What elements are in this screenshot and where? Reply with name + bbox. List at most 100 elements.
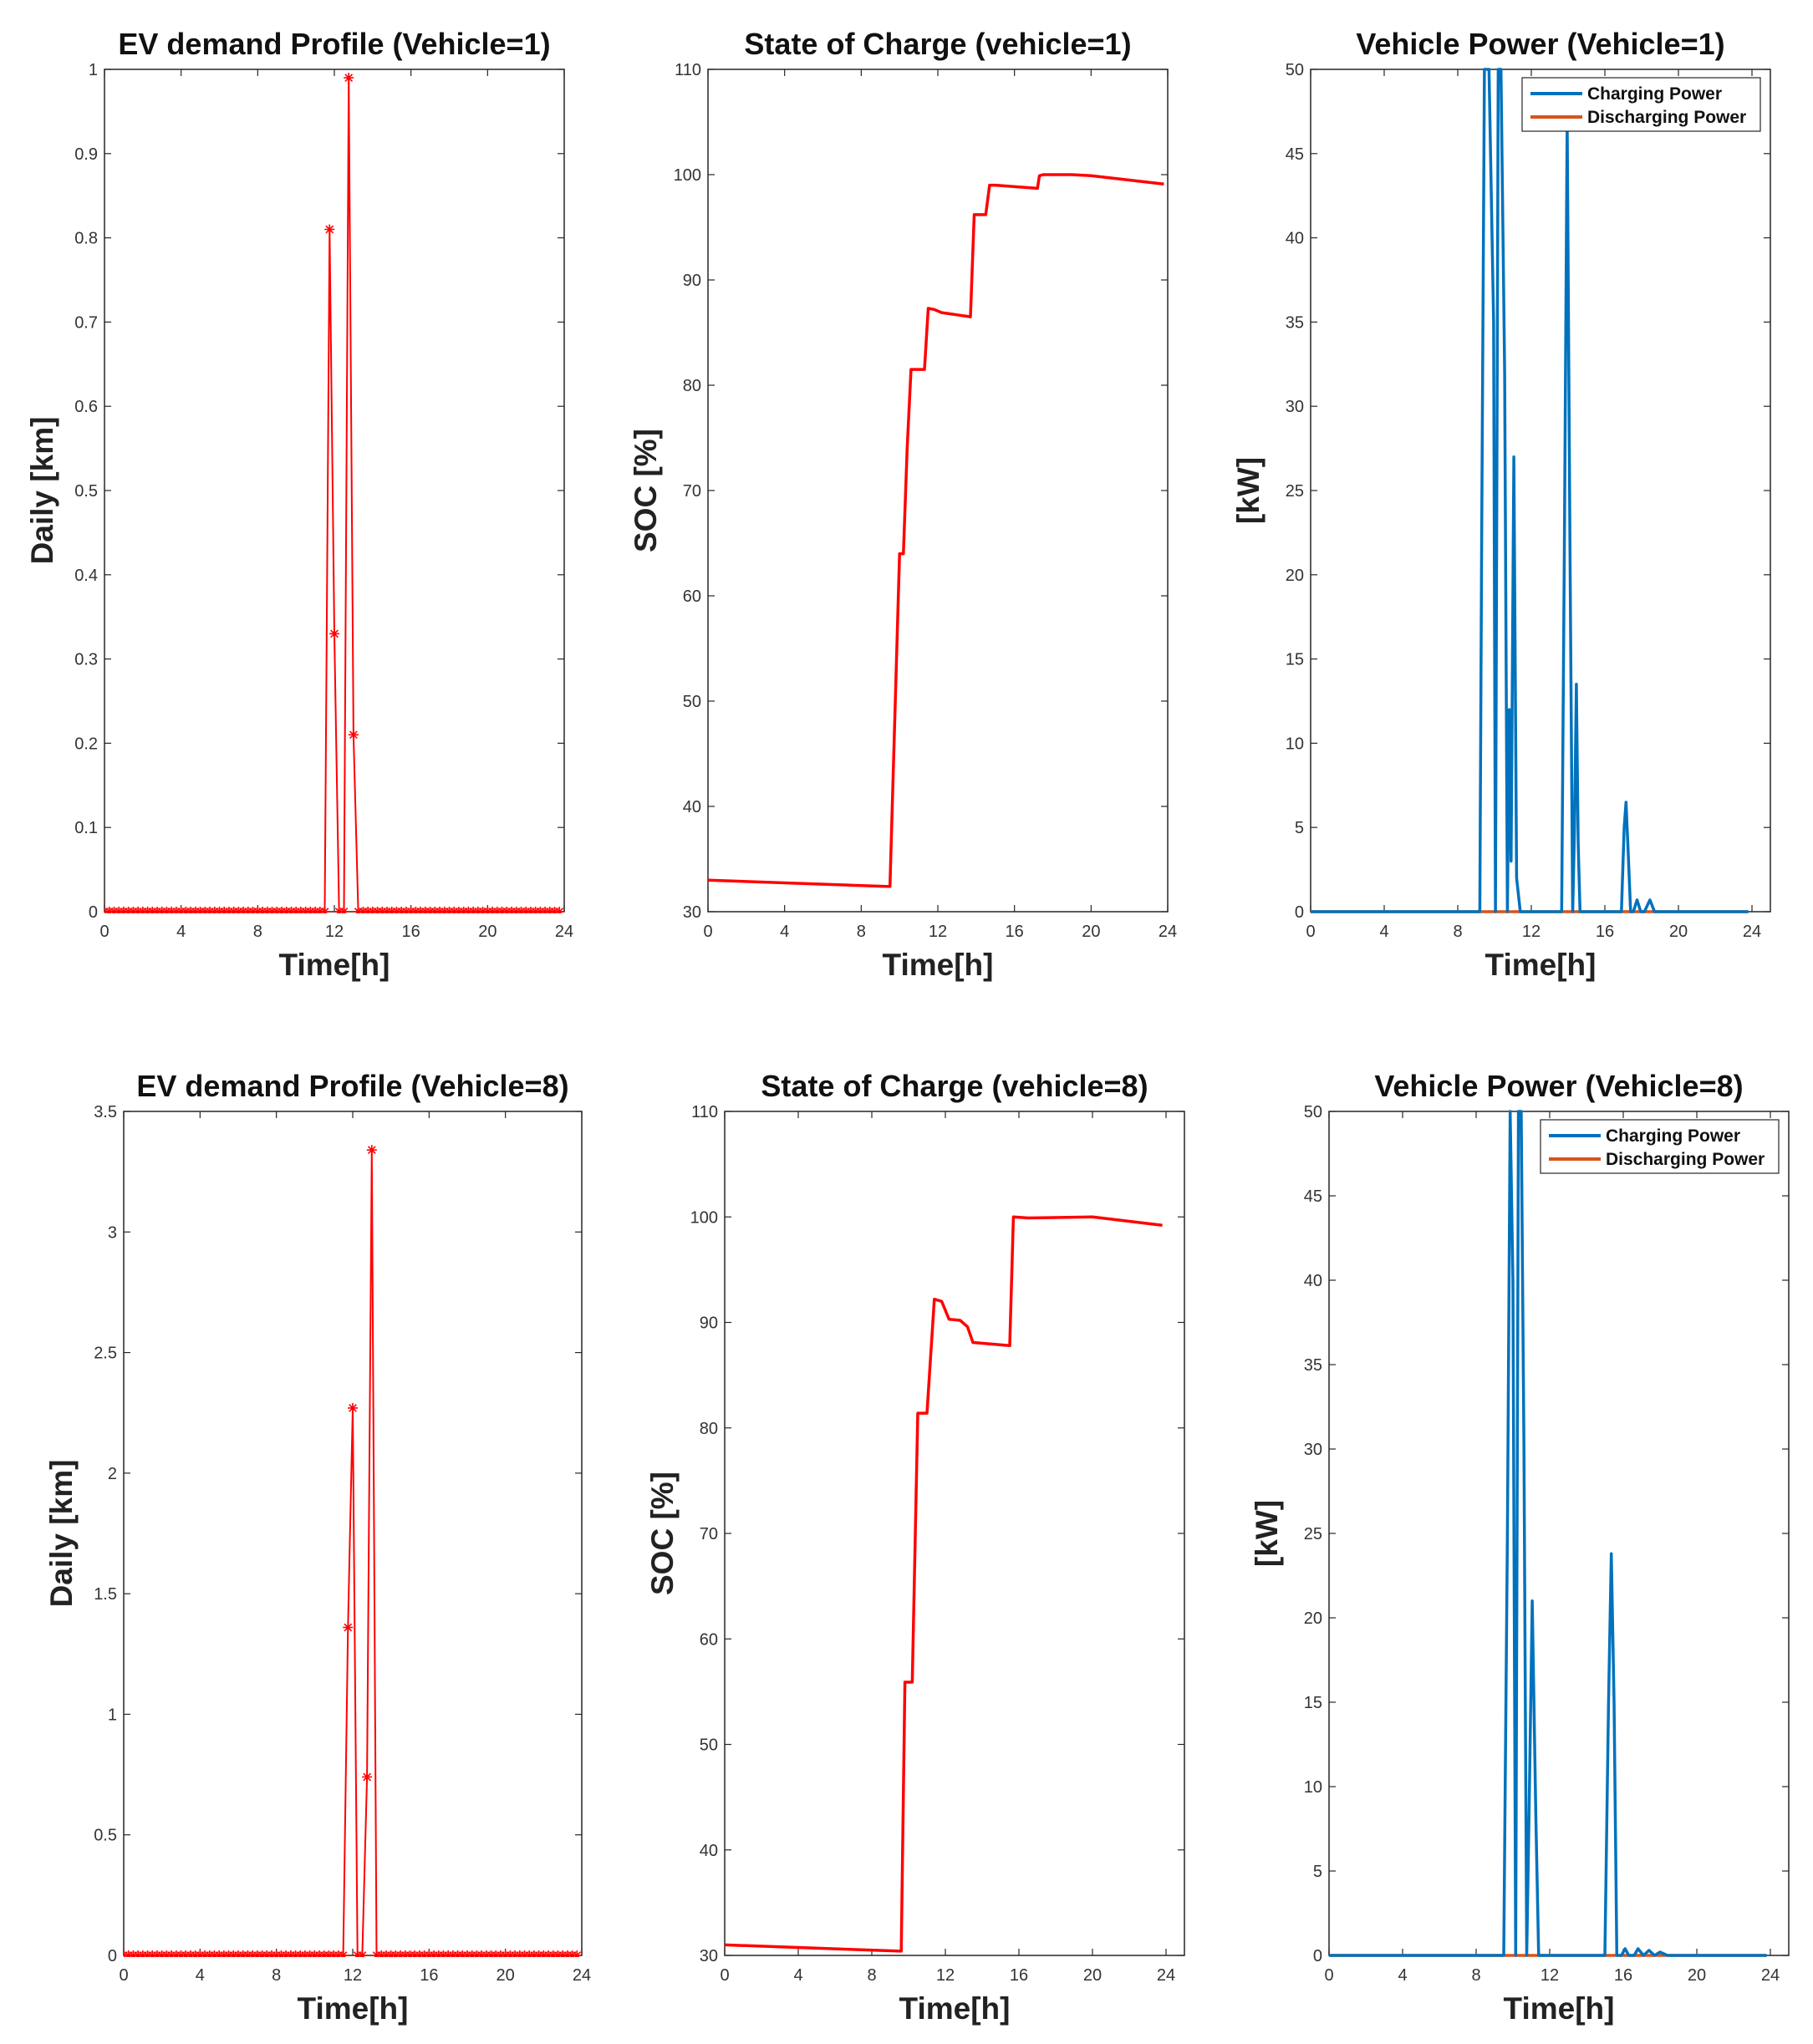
y-tick-label: 25 xyxy=(1286,482,1304,501)
x-tick-label: 12 xyxy=(929,923,947,941)
chart-ev-demand-v8: 0 4 8 12 16 20 24 0 0.5 1 1.5 2 2.5 3 3.5 EV demand Pro… xyxy=(44,1069,591,2026)
y-tick-label: 60 xyxy=(683,587,701,606)
y-tick-label: 2 xyxy=(108,1465,117,1483)
y-axis-label: SOC [%] xyxy=(645,1472,680,1595)
y-tick-label: 0.4 xyxy=(74,567,98,585)
y-tick-label: 0.5 xyxy=(94,1827,117,1845)
y-tick-label: 110 xyxy=(675,61,701,79)
y-tick-label: 3 xyxy=(108,1223,117,1242)
x-tick-label: 12 xyxy=(344,1966,362,1985)
y-tick-label: 50 xyxy=(1286,61,1304,79)
x-tick-label: 24 xyxy=(1743,923,1761,941)
chart-soc-v1: 0 4 8 12 16 20 24 30 40 50 60 70 80 90 100 110 State of … xyxy=(629,27,1177,982)
y-tick-label: 90 xyxy=(683,272,701,290)
x-tick-label: 20 xyxy=(497,1966,515,1985)
legend-box xyxy=(1521,77,1761,132)
y-tick-label: 30 xyxy=(700,1947,718,1965)
x-tick-label: 20 xyxy=(478,923,497,941)
x-axis-label: Time[h] xyxy=(1485,948,1597,982)
y-axis-label: SOC [%] xyxy=(629,429,663,552)
y-tick-label: 100 xyxy=(674,166,701,185)
data-point-marker xyxy=(339,907,349,913)
y-axis-label: Daily [km] xyxy=(25,417,59,565)
chart-power-v1: 0 4 8 12 16 20 24 0 5 10 15 20 25 30 35 40 45 50 Vehicle P… xyxy=(1231,27,1771,982)
legend: Charging Power Discharging Power xyxy=(1521,77,1761,132)
plot-content xyxy=(725,1215,1163,1953)
x-tick-label: 24 xyxy=(573,1966,591,1985)
y-tick-label: 0.7 xyxy=(74,313,98,332)
chart-power-v8: 0 4 8 12 16 20 24 0 5 10 15 20 25 30 35 40 45 50 Vehicle P… xyxy=(1250,1069,1790,2026)
y-tick-label: 10 xyxy=(1286,735,1304,753)
y-tick-label: 2.5 xyxy=(94,1345,117,1363)
x-tick-label: 8 xyxy=(272,1966,281,1985)
y-tick-label: 0 xyxy=(108,1947,117,1965)
y-tick-label: 20 xyxy=(1286,567,1304,585)
x-tick-label: 8 xyxy=(1471,1966,1480,1985)
y-tick-label: 1 xyxy=(89,61,98,79)
x-tick-label: 4 xyxy=(176,923,186,941)
y-tick-label: 0 xyxy=(1313,1947,1322,1965)
plot-content xyxy=(1329,1110,1767,1957)
data-point-marker xyxy=(357,1950,368,1957)
chart-title: EV demand Profile (Vehicle=8) xyxy=(136,1069,568,1103)
y-tick-label: 0 xyxy=(89,903,98,922)
y-tick-label: 0.6 xyxy=(74,398,98,416)
data-point-marker xyxy=(572,1950,582,1957)
y-tick-label: 70 xyxy=(683,482,701,501)
y-tick-label: 3.5 xyxy=(94,1103,117,1121)
x-tick-label: 16 xyxy=(1006,923,1024,941)
data-point-marker xyxy=(324,224,335,235)
y-tick-label: 0 xyxy=(1295,903,1304,922)
x-tick-label: 4 xyxy=(793,1966,802,1985)
y-tick-label: 70 xyxy=(700,1525,718,1543)
chart-ev-demand-v1: 0 4 8 12 16 20 24 0 0.1 0.2 0.3 0.4 0.5 0.6 0.7 0.8 0.9 1… xyxy=(25,27,573,982)
y-tick-label: 0.5 xyxy=(74,482,98,501)
plot-area xyxy=(1328,1111,1790,1956)
y-tick-label: 50 xyxy=(1304,1103,1322,1121)
x-tick-label: 0 xyxy=(1306,923,1315,941)
y-tick-label: 50 xyxy=(700,1736,718,1755)
y-tick-label: 60 xyxy=(700,1630,718,1649)
x-tick-label: 0 xyxy=(99,923,109,941)
data-point-marker xyxy=(338,1950,349,1957)
data-point-marker xyxy=(348,730,359,740)
plot-content xyxy=(124,1145,582,1957)
y-tick-label: 0.2 xyxy=(74,735,98,753)
y-tick-label: 80 xyxy=(683,377,701,395)
y-axis-label: [kW] xyxy=(1231,457,1266,524)
x-tick-label: 0 xyxy=(720,1966,729,1985)
chart-title: Vehicle Power (Vehicle=8) xyxy=(1374,1069,1743,1103)
x-tick-label: 24 xyxy=(555,923,573,941)
x-tick-label: 20 xyxy=(1082,923,1100,941)
x-tick-label: 24 xyxy=(1157,1966,1175,1985)
x-axis-label: Time[h] xyxy=(298,1991,409,2026)
x-tick-label: 0 xyxy=(703,923,712,941)
y-tick-label: 0.8 xyxy=(74,230,98,248)
plot-area xyxy=(1310,69,1771,913)
data-point-marker xyxy=(343,1622,354,1633)
y-tick-label: 45 xyxy=(1286,145,1304,164)
y-tick-label: 40 xyxy=(700,1842,718,1860)
data-point-marker xyxy=(554,907,564,913)
data-point-marker xyxy=(344,73,354,84)
x-tick-label: 12 xyxy=(1522,923,1541,941)
y-tick-label: 30 xyxy=(1304,1441,1322,1459)
y-tick-label: 0.9 xyxy=(74,145,98,164)
data-point-marker xyxy=(366,1145,377,1156)
y-tick-label: 5 xyxy=(1295,819,1304,837)
data-point-marker xyxy=(362,1772,373,1782)
y-tick-label: 30 xyxy=(683,903,701,922)
legend-label: Charging Power xyxy=(1587,84,1722,104)
data-point-marker xyxy=(329,628,339,639)
y-axis-label: Daily [km] xyxy=(44,1460,79,1608)
x-tick-label: 20 xyxy=(1083,1966,1102,1985)
x-tick-label: 16 xyxy=(1596,923,1614,941)
x-tick-label: 12 xyxy=(936,1966,955,1985)
x-axis-label: Time[h] xyxy=(279,948,390,982)
y-tick-label: 80 xyxy=(700,1420,718,1438)
y-tick-label: 35 xyxy=(1286,313,1304,332)
soc-series-line xyxy=(708,173,1164,888)
soc-series-line xyxy=(725,1215,1163,1953)
x-tick-label: 8 xyxy=(857,923,866,941)
y-tick-label: 5 xyxy=(1313,1863,1322,1881)
